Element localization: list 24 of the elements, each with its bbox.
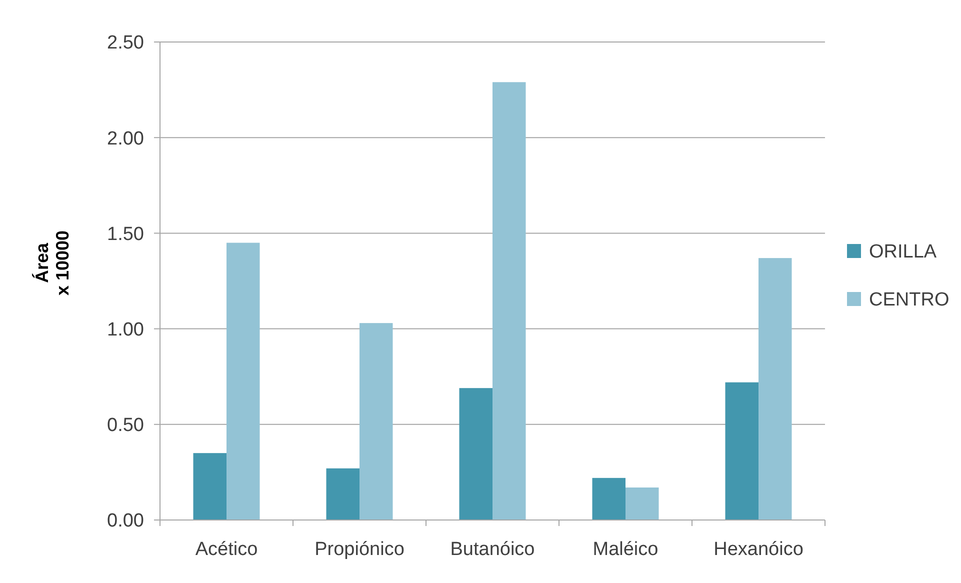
bar — [758, 258, 792, 520]
x-tick-label: Acético — [195, 539, 258, 560]
y-tick-label: 1.00 — [107, 319, 144, 340]
y-tick-label: 2.50 — [107, 32, 144, 54]
y-tick-label: 2.00 — [107, 128, 144, 150]
bar — [326, 468, 360, 520]
bar — [193, 453, 226, 520]
bar — [626, 487, 659, 520]
y-tick-label: 1.50 — [107, 224, 144, 245]
x-tick-label: Maléico — [592, 539, 658, 560]
x-tick-label: Hexanóico — [714, 539, 804, 560]
y-tick-label: 0.00 — [107, 510, 144, 532]
x-tick-label: Propiónico — [314, 539, 404, 560]
bar — [459, 388, 492, 520]
x-tick-label: Butanóico — [450, 539, 535, 560]
bar — [592, 478, 626, 520]
bar — [492, 82, 526, 520]
bar — [725, 382, 758, 520]
legend-label: CENTRO — [869, 290, 950, 311]
legend-label: ORILLA — [869, 242, 937, 263]
y-tick-label: 0.50 — [107, 415, 144, 436]
bar — [360, 323, 393, 520]
bar — [226, 242, 260, 520]
y-axis-title: Área x 10000 — [32, 230, 73, 296]
